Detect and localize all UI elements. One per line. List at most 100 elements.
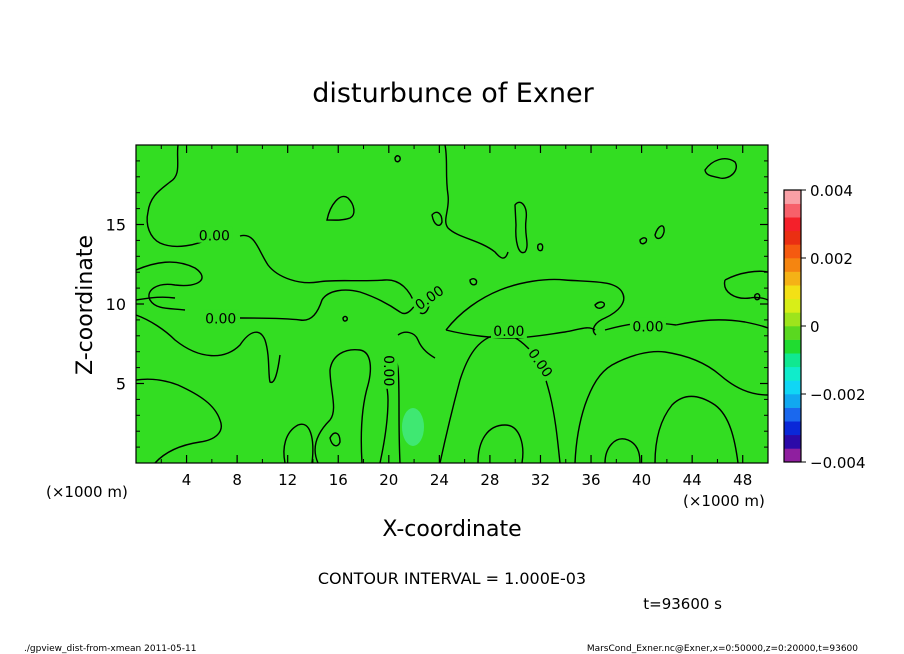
x-unit-label-left: (×1000 m) — [46, 483, 128, 501]
colorbar-swatch — [784, 230, 801, 245]
colorbar-swatch — [784, 312, 801, 327]
contour-label: 0.00 — [632, 319, 663, 335]
colorbar-swatches — [784, 190, 801, 463]
contour-line — [477, 424, 524, 464]
contour-label-bg — [409, 279, 449, 314]
colorbar-swatch — [784, 244, 801, 259]
contour-interval-text: CONTOUR INTERVAL = 1.000E-03 — [318, 569, 586, 588]
contour-line — [574, 350, 769, 464]
contour-line — [135, 314, 281, 384]
x-tick-label: 20 — [379, 471, 398, 489]
contour-line — [329, 432, 341, 447]
colorbar-swatch — [784, 339, 801, 354]
contour-line — [342, 315, 348, 322]
colorbar-tick-label: 0.002 — [810, 250, 853, 268]
contour-label-bg — [381, 352, 398, 389]
x-tick-label: 8 — [232, 471, 242, 489]
colorbar-ticks: 0.004 0.002 0 −0.002 −0.004 — [801, 182, 866, 472]
field-spot — [402, 408, 424, 446]
contour-line — [314, 348, 372, 464]
contour-label-bg — [202, 309, 239, 326]
contour-line — [146, 144, 211, 248]
colorbar-swatch — [784, 380, 801, 395]
contour-line — [754, 293, 761, 301]
colorbar-swatch — [784, 217, 801, 232]
contour-line — [724, 270, 769, 281]
y-axis-label: Z-coordinate — [73, 235, 98, 375]
time-text: t=93600 s — [643, 595, 722, 613]
contour-line — [594, 301, 606, 309]
x-tick-label: 32 — [531, 471, 550, 489]
x-tick-label: 36 — [581, 471, 600, 489]
colorbar-swatch — [784, 421, 801, 436]
contour-line — [444, 144, 509, 259]
colorbar-tick-label: 0.004 — [810, 182, 853, 200]
contour-label: 0.00 — [493, 324, 524, 340]
x-tick-label: 24 — [430, 471, 449, 489]
colorbar-swatch — [784, 434, 801, 449]
y-tick-label: 15 — [106, 216, 126, 235]
footer-left: ./gpview_dist-from-xmean 2011-05-11 — [24, 644, 196, 654]
colorbar-swatch — [784, 271, 801, 286]
contour-line — [469, 278, 478, 286]
field-background — [136, 145, 768, 463]
plot-area: 0.000.000.000.000.000.000.00 4 8 12 16 20 24 2… — [106, 144, 769, 489]
x-tick-label: 40 — [632, 471, 651, 489]
contour-line — [394, 155, 401, 163]
colorbar-swatch — [784, 394, 801, 408]
colorbar: 0.004 0.002 0 −0.002 −0.004 — [783, 182, 866, 472]
contour-line — [445, 278, 625, 336]
contour-line — [397, 331, 436, 359]
y-tick-label: 10 — [106, 295, 126, 314]
contour-line — [723, 279, 769, 301]
contour-line — [445, 327, 596, 339]
contour-label: 0.00 — [380, 355, 396, 386]
contour-labels: 0.000.000.000.000.000.000.00 — [196, 226, 666, 389]
colorbar-swatch — [784, 407, 801, 422]
colorbar-swatch — [784, 258, 801, 272]
colorbar-tick-label: 0 — [810, 318, 820, 336]
contour-line — [135, 261, 203, 311]
x-axis-label: X-coordinate — [382, 517, 521, 542]
footer-right: MarsCond_Exner.nc@Exner,x=0:50000,z=0:20… — [587, 644, 858, 654]
contour-line — [135, 296, 176, 301]
colorbar-tick-label: −0.002 — [810, 386, 866, 404]
contour-label-bg — [490, 322, 527, 339]
contour-line — [675, 319, 769, 329]
contour-line — [704, 158, 737, 179]
x-tick-label: 16 — [329, 471, 348, 489]
colorbar-swatch — [784, 448, 801, 463]
contour-line — [283, 423, 314, 464]
contour-line — [135, 378, 222, 464]
colorbar-swatch — [784, 190, 801, 204]
contour-line — [239, 289, 421, 321]
chart-title: disturbunce of Exner — [312, 78, 594, 109]
colorbar-swatch — [784, 326, 801, 340]
colorbar-swatch — [784, 285, 801, 300]
contour-line — [639, 237, 648, 245]
colorbar-swatch — [784, 298, 801, 313]
colorbar-swatch — [784, 353, 801, 368]
colorbar-tick-label: −0.004 — [810, 454, 866, 472]
x-tick-label: 4 — [182, 471, 192, 489]
x-tick-label: 48 — [733, 471, 752, 489]
contour-line — [604, 438, 641, 464]
x-tick-label: 28 — [480, 471, 499, 489]
contour-line — [537, 243, 544, 252]
contour-label-bg — [524, 342, 559, 382]
y-tick-label: 5 — [116, 375, 126, 394]
x-tick-label: 44 — [683, 471, 702, 489]
contour-label-bg — [196, 226, 233, 243]
contour-line — [326, 195, 355, 221]
contour-line — [654, 395, 739, 464]
x-tick-label: 12 — [278, 471, 297, 489]
contour-label: 0.00 — [205, 311, 236, 327]
contour-label-bg — [629, 317, 666, 334]
contour-line — [514, 201, 528, 254]
colorbar-swatch — [784, 203, 801, 218]
contour-line — [431, 211, 443, 227]
contour-line — [654, 225, 665, 240]
contour-label: 0.00 — [199, 229, 230, 245]
